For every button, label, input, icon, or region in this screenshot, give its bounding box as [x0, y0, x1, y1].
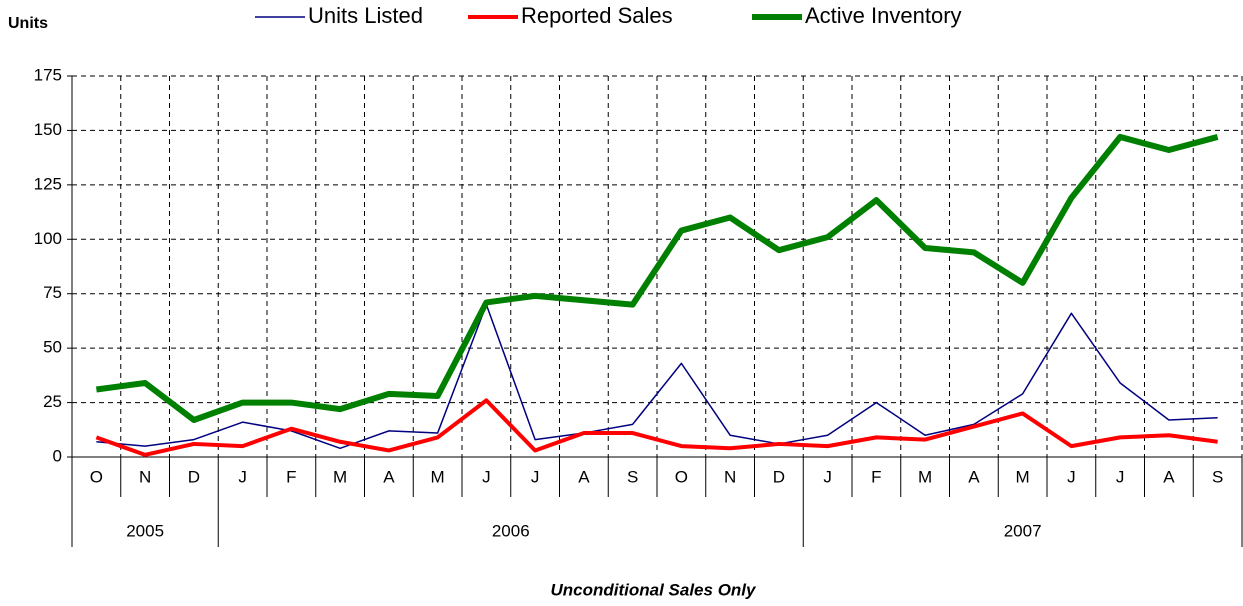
y-tick-label: 75	[43, 283, 62, 302]
legend-label: Active Inventory	[805, 3, 962, 28]
x-tick-label: D	[773, 467, 785, 486]
y-tick-label: 125	[34, 174, 62, 193]
y-tick-label: 25	[43, 392, 62, 411]
y-tick-label: 50	[43, 338, 62, 357]
legend-label: Reported Sales	[521, 3, 673, 28]
group-label: 2005	[126, 521, 164, 540]
group-label: 2007	[1004, 521, 1042, 540]
x-tick-label: M	[918, 467, 932, 486]
x-tick-label: A	[1163, 467, 1175, 486]
x-tick-label: J	[482, 467, 491, 486]
y-axis-label: Units	[8, 15, 48, 32]
y-tick-label: 175	[34, 65, 62, 84]
x-tick-label: J	[238, 467, 247, 486]
series-line	[95, 398, 1218, 457]
x-tick-label: F	[286, 467, 296, 486]
x-tick-label: A	[578, 467, 590, 486]
x-tick-label: A	[968, 467, 980, 486]
y-tick-label: 150	[34, 120, 62, 139]
x-tick-label: N	[724, 467, 736, 486]
x-tick-label: M	[1016, 467, 1030, 486]
x-tick-label: A	[383, 467, 395, 486]
y-tick-label: 100	[34, 229, 62, 248]
x-tick-label: S	[627, 467, 638, 486]
x-tick-label: O	[90, 467, 103, 486]
x-tick-label: J	[1116, 467, 1125, 486]
x-tick-label: S	[1212, 467, 1223, 486]
subtitle: Unconditional Sales Only	[551, 580, 758, 599]
x-tick-label: M	[333, 467, 347, 486]
legend-label: Units Listed	[308, 3, 423, 28]
x-tick-label: M	[431, 467, 445, 486]
x-tick-label: O	[675, 467, 688, 486]
x-tick-label: D	[188, 467, 200, 486]
series-line	[96, 303, 1218, 450]
group-label: 2006	[492, 521, 530, 540]
x-tick-label: F	[871, 467, 881, 486]
y-tick-label: 0	[53, 446, 62, 465]
x-tick-label: N	[139, 467, 151, 486]
series-line	[95, 133, 1219, 423]
x-tick-label: J	[531, 467, 540, 486]
x-tick-label: J	[823, 467, 832, 486]
x-tick-label: J	[1067, 467, 1076, 486]
